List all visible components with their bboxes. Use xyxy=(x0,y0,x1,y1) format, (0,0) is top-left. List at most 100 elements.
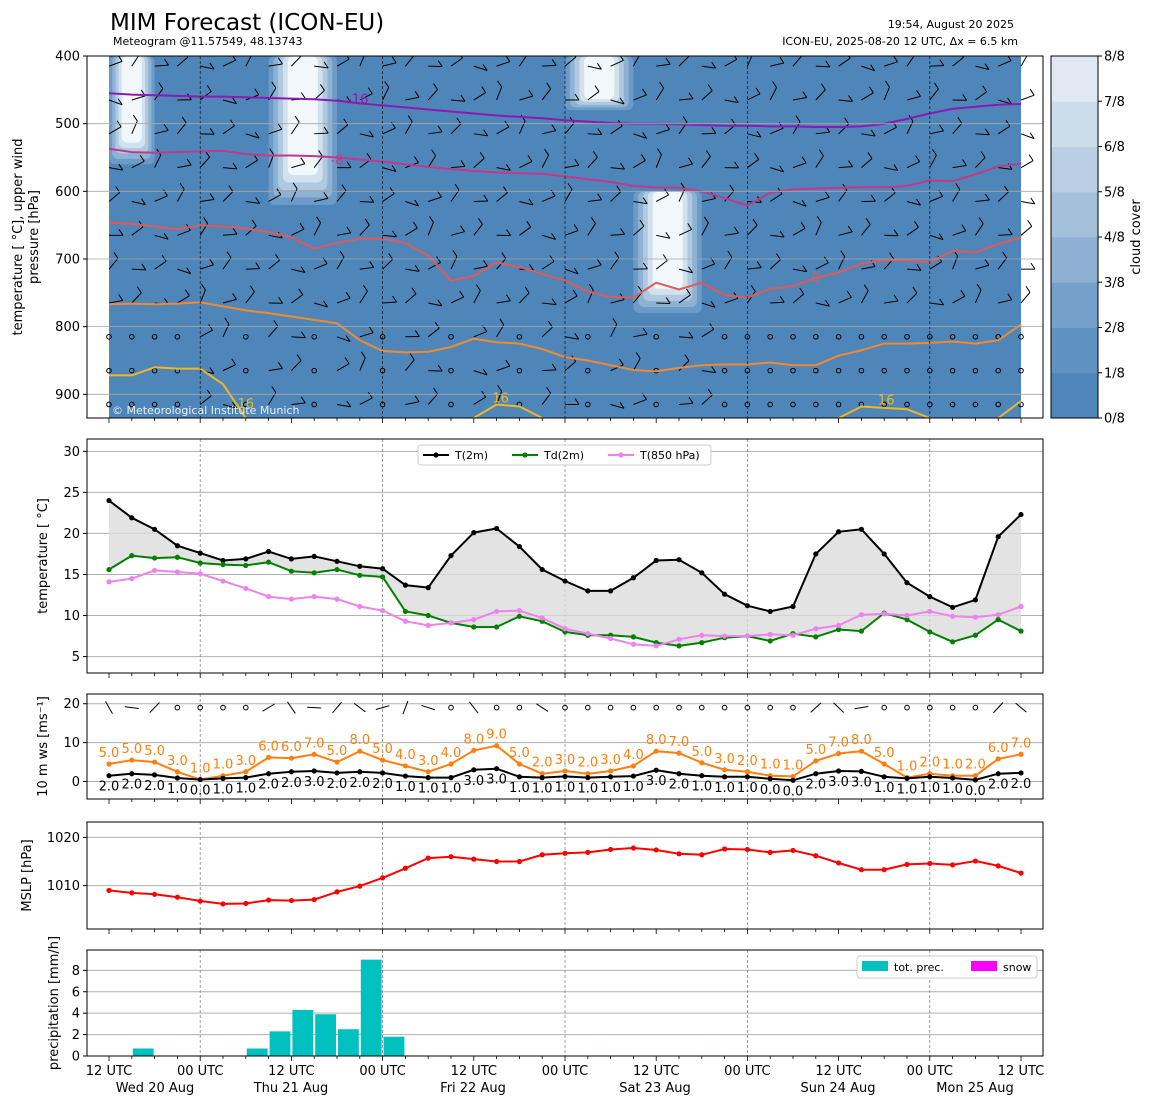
mslp-point xyxy=(631,845,636,850)
gust-value-label: 5.0 xyxy=(874,746,895,761)
mean-wind-point xyxy=(859,769,864,774)
gust-point xyxy=(106,761,111,766)
header: MIM Forecast (ICON-EU) Meteogram @11.575… xyxy=(110,10,1018,48)
t850-point xyxy=(608,636,613,641)
cloud-cover-patch xyxy=(653,191,683,288)
wind-barb xyxy=(1028,220,1032,226)
mslp-point xyxy=(380,875,385,880)
calm-wind-marker xyxy=(905,705,910,710)
t850-point xyxy=(129,576,134,581)
t850-point xyxy=(882,611,887,616)
gust-point xyxy=(289,756,294,761)
t2m-point xyxy=(882,551,887,556)
precipitation-bar xyxy=(361,960,382,1056)
gust-point xyxy=(882,761,887,766)
gust-point xyxy=(175,769,180,774)
td2m-point xyxy=(312,570,317,575)
mslp-point xyxy=(243,901,248,906)
wind-tick-label: 20 xyxy=(63,697,80,712)
gust-point xyxy=(243,769,248,774)
t850-point xyxy=(950,614,955,619)
calm-wind-marker xyxy=(586,705,591,710)
t850-point xyxy=(1018,604,1023,609)
wind-barb xyxy=(125,707,139,709)
gust-point xyxy=(266,755,271,760)
t2m-point xyxy=(129,515,134,520)
mslp-point xyxy=(973,858,978,863)
t2m-point xyxy=(608,588,613,593)
mean-wind-value-label: 2.0 xyxy=(1011,777,1032,792)
t2m-point xyxy=(312,554,317,559)
time-tick-label: 00 UTC xyxy=(907,1064,953,1079)
legend-label: T(2m) xyxy=(454,449,488,462)
t2m-point xyxy=(380,566,385,571)
legend-swatch xyxy=(971,961,997,971)
mean-wind-point xyxy=(357,769,362,774)
t850-point xyxy=(790,633,795,638)
t850-point xyxy=(494,609,499,614)
colorbar-segment xyxy=(1051,237,1098,283)
precip-axis-label: precipitation [mm/h] xyxy=(47,936,62,1070)
mean-wind-value-label: 3.0 xyxy=(828,775,849,790)
calm-wind-marker xyxy=(882,705,887,710)
gust-value-label: 2.0 xyxy=(919,756,940,771)
t2m-point xyxy=(426,585,431,590)
mslp-point xyxy=(312,897,317,902)
t850-point xyxy=(175,569,180,574)
wind-barb xyxy=(361,47,365,53)
t850-point xyxy=(198,571,203,576)
mean-wind-point xyxy=(904,776,909,781)
calm-wind-marker xyxy=(722,705,727,710)
wind-barb xyxy=(536,704,548,712)
mean-wind-point xyxy=(996,771,1001,776)
calm-wind-marker xyxy=(449,705,454,710)
time-tick-label: 12 UTC xyxy=(633,1064,679,1079)
cloud-cover-patch xyxy=(584,56,614,99)
calm-wind-marker xyxy=(517,705,522,710)
gust-value-label: 7.0 xyxy=(304,736,325,751)
legend-marker xyxy=(433,452,438,457)
gust-point xyxy=(448,761,453,766)
t850-point xyxy=(722,633,727,638)
mslp-point xyxy=(585,850,590,855)
mslp-point xyxy=(152,892,157,897)
gust-value-label: 7.0 xyxy=(1011,736,1032,751)
wind-tick-label: 0 xyxy=(72,775,80,790)
t850-point xyxy=(426,623,431,628)
time-tick-label: 12 UTC xyxy=(998,1064,1044,1079)
isotherm-label: 16 xyxy=(878,393,895,408)
precipitation-bar xyxy=(338,1029,359,1056)
temperature-axis-label: temperature [ °C] xyxy=(36,498,51,614)
gust-value-label: 1.0 xyxy=(942,758,963,773)
time-tick-label: 00 UTC xyxy=(177,1064,223,1079)
mslp-point xyxy=(471,857,476,862)
upper-tick-label: 800 xyxy=(55,320,80,335)
precipitation-bar xyxy=(315,1014,336,1056)
td2m-point xyxy=(334,567,339,572)
gust-value-label: 3.0 xyxy=(235,754,256,769)
precip-tick-label: 2 xyxy=(72,1028,80,1043)
gust-point xyxy=(403,763,408,768)
wind-barb xyxy=(422,705,435,709)
mean-wind-point xyxy=(631,773,636,778)
mslp-point xyxy=(426,856,431,861)
gust-value-label: 5.0 xyxy=(121,742,142,757)
td2m-point xyxy=(676,643,681,648)
wind-barb xyxy=(410,49,414,55)
mean-wind-value-label: 1.0 xyxy=(897,782,918,797)
mean-wind-point xyxy=(220,776,225,781)
wind-barb xyxy=(307,707,321,708)
temperature-tick-label: 5 xyxy=(72,650,80,665)
day-label: Fri 22 Aug xyxy=(440,1081,506,1096)
gust-point xyxy=(699,760,704,765)
mean-wind-point xyxy=(722,774,727,779)
mean-wind-value-label: 1.0 xyxy=(532,782,553,797)
mean-wind-value-label: 1.0 xyxy=(691,780,712,795)
t2m-point xyxy=(676,557,681,562)
gust-value-label: 8.0 xyxy=(851,733,872,748)
t850-point xyxy=(768,632,773,637)
mean-wind-point xyxy=(562,774,567,779)
mslp-point xyxy=(722,846,727,851)
legend-marker xyxy=(522,452,527,457)
